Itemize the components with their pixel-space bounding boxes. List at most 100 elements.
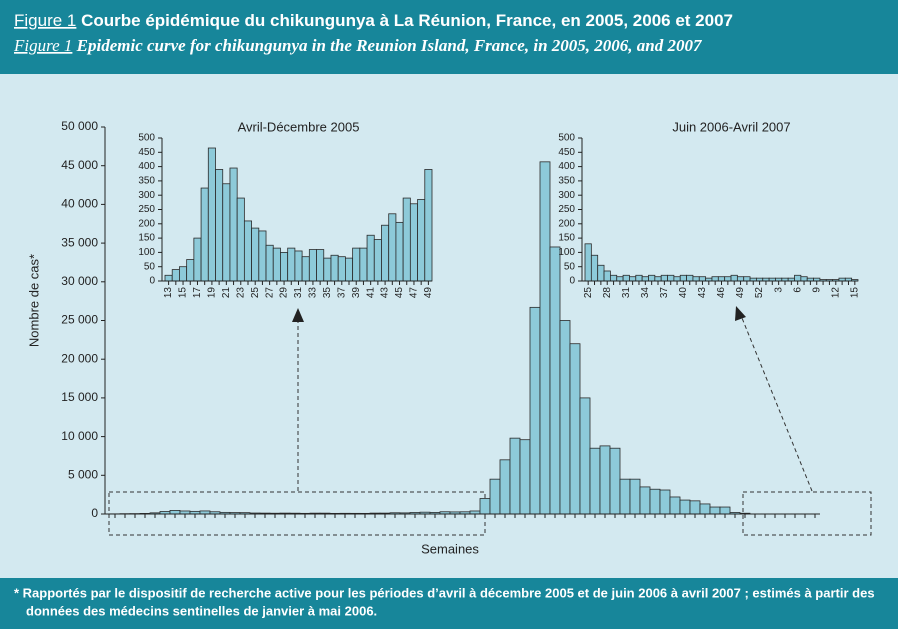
header-band bbox=[0, 0, 898, 74]
y-tick-label: 10 000 bbox=[61, 429, 98, 443]
bar bbox=[200, 187, 209, 282]
x-tick-label: 43 bbox=[380, 287, 391, 299]
x-tick-label: 52 bbox=[754, 287, 765, 299]
x-tick-label: 49 bbox=[735, 287, 746, 299]
bar bbox=[489, 478, 501, 515]
bar bbox=[409, 203, 418, 282]
bar bbox=[673, 276, 681, 282]
bar bbox=[337, 256, 346, 282]
y-tick-label: 150 bbox=[558, 233, 575, 244]
bar bbox=[648, 274, 656, 282]
bar bbox=[590, 254, 599, 282]
x-tick-label: 33 bbox=[308, 287, 319, 299]
bar bbox=[692, 276, 700, 282]
y-tick-label: 300 bbox=[558, 190, 575, 201]
x-tick-label: 41 bbox=[365, 287, 376, 299]
bar bbox=[549, 246, 561, 515]
bar bbox=[529, 306, 541, 515]
bar bbox=[597, 264, 605, 282]
y-tick-label: 0 bbox=[149, 276, 155, 287]
bar bbox=[641, 276, 649, 282]
bar bbox=[698, 276, 707, 282]
bar bbox=[352, 247, 361, 282]
x-tick-label: 13 bbox=[163, 287, 174, 299]
bar bbox=[169, 510, 181, 515]
bar bbox=[794, 274, 802, 282]
y-tick-label: 200 bbox=[558, 218, 575, 229]
y-tick-label: 500 bbox=[558, 133, 575, 144]
y-tick-label: 25 000 bbox=[61, 313, 98, 327]
bar bbox=[179, 266, 188, 282]
y-tick-label: 200 bbox=[138, 218, 155, 229]
bar bbox=[724, 276, 732, 282]
bar bbox=[660, 274, 668, 282]
bar bbox=[207, 147, 216, 282]
x-tick-label: 28 bbox=[602, 287, 613, 299]
x-tick-label: 19 bbox=[207, 287, 218, 299]
y-tick-label: 100 bbox=[558, 247, 575, 258]
bar bbox=[395, 221, 404, 282]
bar bbox=[359, 247, 368, 282]
arrow-head bbox=[292, 308, 304, 322]
bar bbox=[222, 183, 231, 282]
bar bbox=[719, 506, 731, 515]
bar bbox=[424, 169, 433, 282]
bar bbox=[599, 445, 611, 515]
y-tick-label: 350 bbox=[558, 176, 575, 187]
bar bbox=[649, 488, 661, 515]
x-tick-label: 37 bbox=[659, 287, 670, 299]
bar bbox=[629, 276, 637, 282]
y-tick-label: 45 000 bbox=[61, 158, 98, 172]
y-tick-label: 250 bbox=[558, 204, 575, 215]
bar bbox=[519, 439, 531, 515]
bar bbox=[301, 256, 310, 282]
bar bbox=[711, 276, 719, 282]
bar bbox=[402, 197, 411, 282]
bar bbox=[609, 274, 618, 282]
x-tick-label: 35 bbox=[322, 287, 333, 299]
y-tick-label: 500 bbox=[138, 133, 155, 144]
footer-band bbox=[0, 578, 898, 629]
title-en: Figure 1 Epidemic curve for chikungunya … bbox=[13, 36, 703, 55]
bar bbox=[736, 276, 745, 282]
bar bbox=[366, 234, 375, 282]
bar bbox=[619, 478, 631, 515]
bar bbox=[236, 197, 245, 282]
x-tick-label: 40 bbox=[678, 287, 689, 299]
y-tick-label: 250 bbox=[138, 204, 155, 215]
y-tick-label: 50 bbox=[144, 261, 156, 272]
bar bbox=[654, 276, 662, 282]
x-tick-label: 49 bbox=[423, 287, 434, 299]
bar bbox=[323, 257, 332, 282]
title-text: Courbe épidémique du chikungunya à La Ré… bbox=[81, 11, 733, 30]
bar bbox=[689, 500, 701, 515]
x-tick-label: 12 bbox=[830, 287, 841, 299]
bar bbox=[699, 503, 711, 515]
x-tick-label: 25 bbox=[583, 287, 594, 299]
x-tick-label: 39 bbox=[351, 287, 362, 299]
x-tick-label: 29 bbox=[279, 287, 290, 299]
bar bbox=[622, 274, 630, 282]
y-tick-label: 50 000 bbox=[61, 119, 98, 133]
bar bbox=[417, 199, 426, 282]
x-tick-label: 27 bbox=[264, 287, 275, 299]
figure-label: Figure 1 bbox=[13, 36, 72, 55]
bar bbox=[686, 274, 694, 282]
highlight-box bbox=[742, 491, 872, 536]
y-axis-label: Nombre de cas* bbox=[26, 254, 41, 347]
y-tick-label: 5 000 bbox=[68, 467, 98, 481]
bar bbox=[559, 320, 571, 515]
x-tick-label: 31 bbox=[293, 287, 304, 299]
bar bbox=[635, 274, 643, 282]
bar bbox=[629, 478, 641, 515]
bar bbox=[679, 499, 691, 515]
x-tick-label: 9 bbox=[811, 287, 822, 293]
bar bbox=[258, 230, 267, 282]
y-tick-label: 30 000 bbox=[61, 274, 98, 288]
bar bbox=[509, 437, 521, 515]
bar bbox=[186, 259, 195, 282]
y-tick-label: 40 000 bbox=[61, 197, 98, 211]
bar bbox=[272, 247, 281, 282]
